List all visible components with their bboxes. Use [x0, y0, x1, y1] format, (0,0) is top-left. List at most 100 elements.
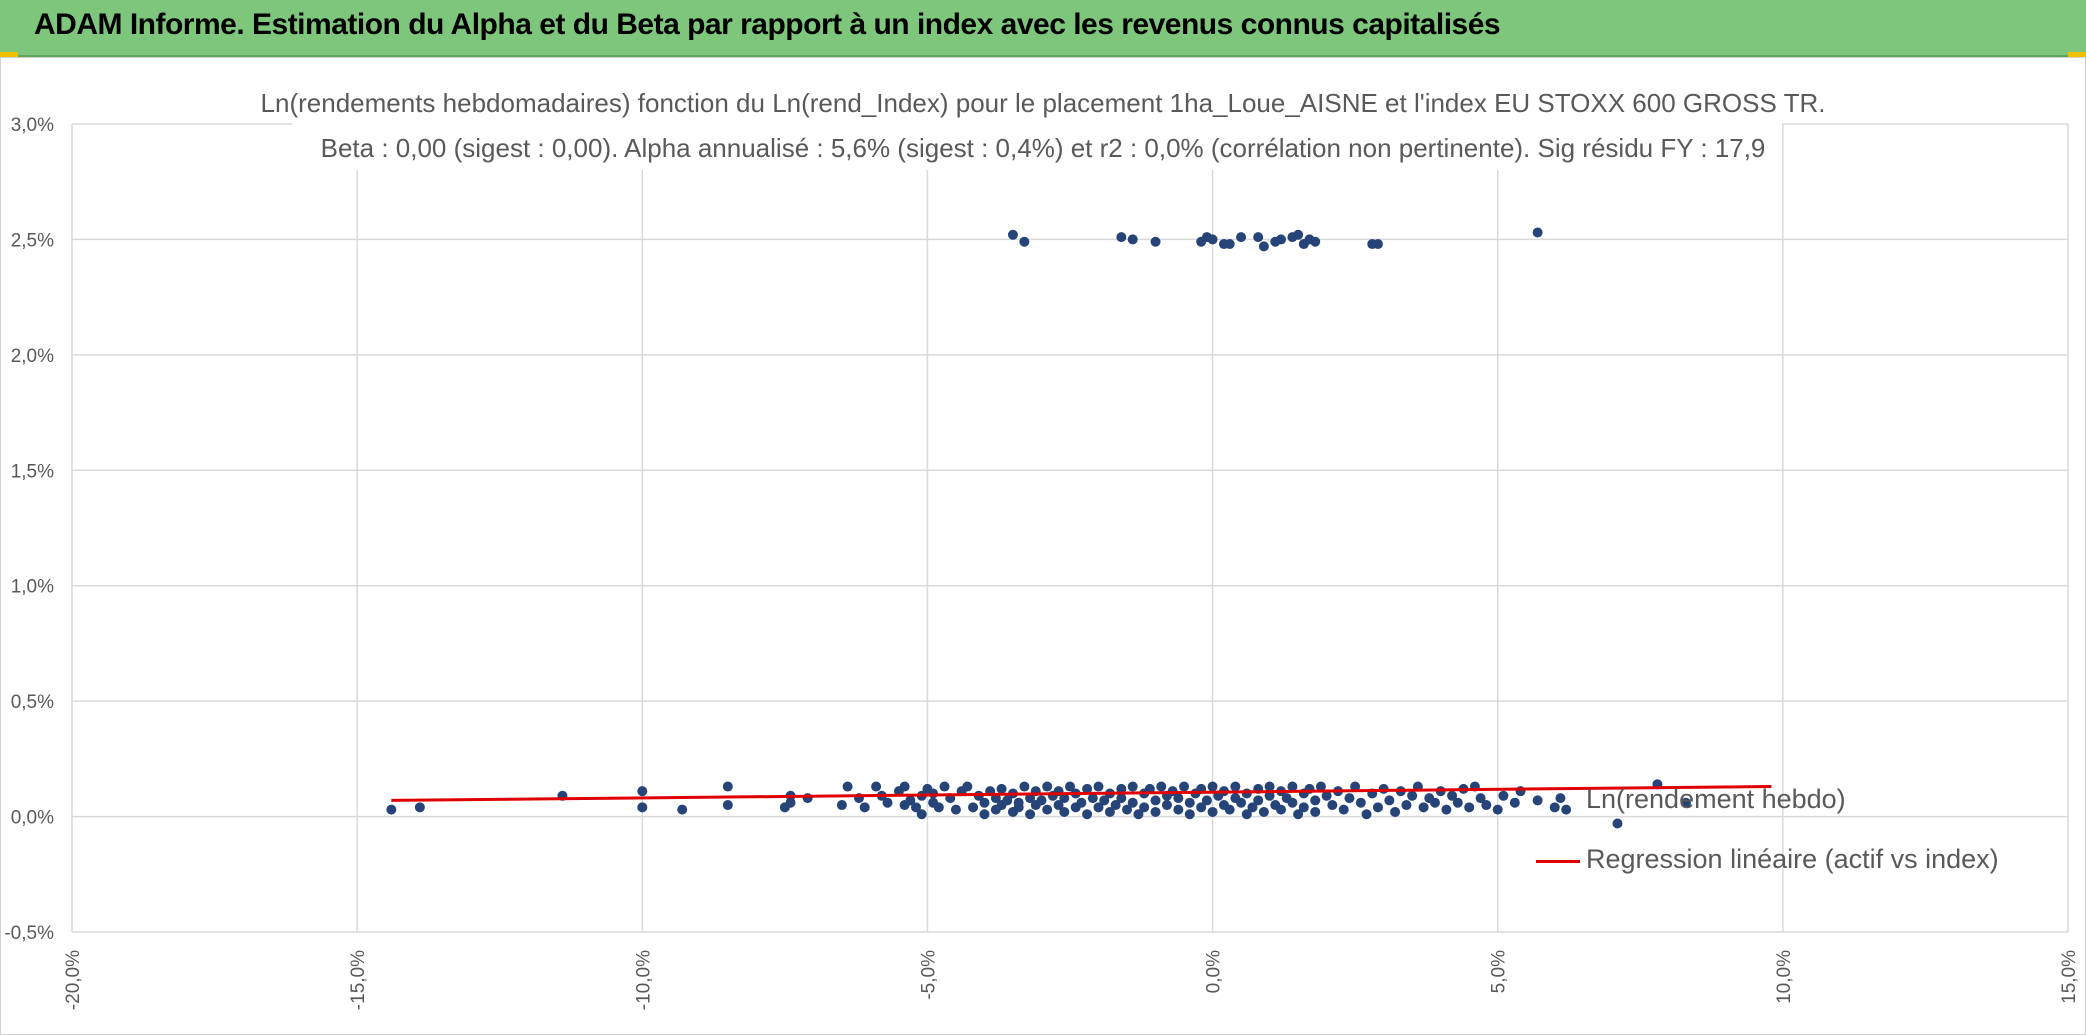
data-point	[1401, 800, 1412, 811]
data-point	[1247, 802, 1258, 813]
data-point	[1059, 806, 1070, 817]
data-point	[1310, 806, 1321, 817]
data-point	[1372, 239, 1383, 250]
legend-points-label: Ln(rendement hebdo)	[1586, 784, 1846, 814]
data-point	[950, 804, 961, 815]
data-point	[1116, 793, 1127, 804]
data-point	[899, 781, 910, 792]
data-point	[1207, 781, 1218, 792]
data-point	[1116, 232, 1127, 243]
data-point	[414, 802, 425, 813]
data-point	[1310, 795, 1321, 806]
data-point	[1161, 800, 1172, 811]
data-point	[1179, 781, 1190, 792]
data-point	[1407, 790, 1418, 801]
data-point	[1150, 795, 1161, 806]
chart-subtitle: Beta : 0,00 (sigest : 0,00). Alpha annua…	[320, 133, 1766, 163]
data-point	[1321, 790, 1332, 801]
data-point	[1310, 236, 1321, 247]
data-point	[1378, 783, 1389, 794]
data-point	[1150, 236, 1161, 247]
data-point	[1338, 804, 1349, 815]
data-point	[637, 802, 648, 813]
data-point	[916, 809, 927, 820]
data-point	[1076, 797, 1087, 808]
data-point	[1042, 804, 1053, 815]
y-tick-label: 1,0%	[11, 577, 54, 598]
data-point	[1224, 804, 1235, 815]
data-point	[1429, 797, 1440, 808]
data-point	[1013, 802, 1024, 813]
data-point	[785, 797, 796, 808]
y-tick-label: -0,5%	[4, 923, 54, 944]
data-point	[1127, 781, 1138, 792]
data-point	[1287, 797, 1298, 808]
data-point	[1053, 800, 1064, 811]
y-tick-label: 1,5%	[11, 461, 54, 482]
data-point	[1133, 809, 1144, 820]
data-point	[1104, 806, 1115, 817]
data-point	[996, 783, 1007, 794]
chart-title-background	[292, 80, 1782, 170]
data-point	[1025, 809, 1036, 820]
data-point	[968, 802, 979, 813]
data-point	[1196, 802, 1207, 813]
data-point	[962, 781, 973, 792]
data-point	[1253, 795, 1264, 806]
legend-regression-label: Regression linéaire (actif vs index)	[1586, 844, 1999, 874]
data-point	[1093, 781, 1104, 792]
data-point	[1293, 809, 1304, 820]
data-point	[1287, 781, 1298, 792]
data-point	[1082, 809, 1093, 820]
data-point	[722, 781, 733, 792]
data-point	[1372, 802, 1383, 813]
data-point	[1173, 793, 1184, 804]
data-point	[1298, 802, 1309, 813]
data-point	[1224, 239, 1235, 250]
data-point	[1042, 781, 1053, 792]
x-tick-label: 5,0%	[1489, 950, 1510, 993]
data-point	[1036, 795, 1047, 806]
data-point	[1361, 809, 1372, 820]
data-point	[386, 804, 397, 815]
data-point	[1481, 800, 1492, 811]
legend-regression-swatch	[1536, 860, 1580, 863]
data-point	[1509, 797, 1520, 808]
data-point	[1253, 232, 1264, 243]
x-tick-label: -15,0%	[348, 950, 369, 1010]
data-point	[979, 809, 990, 820]
page-title: ADAM Informe. Estimation du Alpha et du …	[34, 8, 1501, 41]
data-point	[1019, 781, 1030, 792]
x-tick-label: 10,0%	[1774, 950, 1795, 1004]
data-point	[1241, 788, 1252, 799]
data-point	[1418, 802, 1429, 813]
data-point	[1230, 781, 1241, 792]
y-tick-label: 2,0%	[11, 346, 54, 367]
data-point	[1093, 802, 1104, 813]
data-point	[859, 802, 870, 813]
data-point	[933, 802, 944, 813]
data-point	[1390, 806, 1401, 817]
y-tick-label: 2,5%	[11, 230, 54, 251]
data-point	[939, 781, 950, 792]
data-point	[1241, 809, 1252, 820]
data-point	[1532, 227, 1543, 238]
data-point	[1207, 806, 1218, 817]
chart-frame	[0, 57, 2086, 1035]
data-point	[1087, 793, 1098, 804]
data-point	[1065, 781, 1075, 792]
data-point	[1475, 793, 1486, 804]
data-point	[1173, 804, 1184, 815]
data-point	[1099, 795, 1110, 806]
data-point	[1452, 797, 1463, 808]
y-tick-label: 3,0%	[11, 115, 54, 136]
data-point	[1327, 800, 1338, 811]
data-point	[1082, 783, 1093, 794]
data-point	[1384, 795, 1395, 806]
data-point	[1549, 802, 1560, 813]
data-point	[1007, 229, 1018, 240]
x-tick-label: -20,0%	[63, 950, 84, 1010]
data-point	[905, 795, 916, 806]
x-tick-label: 15,0%	[2059, 950, 2080, 1004]
data-point	[1441, 804, 1452, 815]
